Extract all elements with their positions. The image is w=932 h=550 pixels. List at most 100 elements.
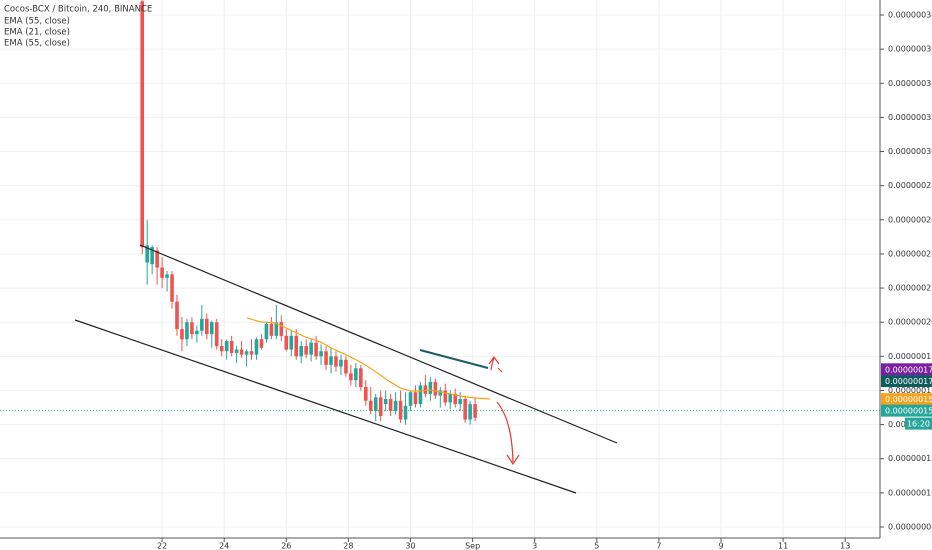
arrow-down — [496, 401, 520, 466]
x-tick-label: 30 — [405, 542, 415, 550]
candle-body — [195, 330, 199, 335]
candle-body — [458, 399, 462, 405]
candle-body — [229, 340, 234, 353]
candle-body — [393, 400, 398, 411]
y-tick-label: 0.00000008 — [888, 523, 932, 532]
candle-body — [428, 381, 433, 394]
candle-body — [344, 359, 348, 374]
candle-body — [339, 359, 343, 367]
candle-body — [438, 390, 443, 396]
candle-body — [314, 342, 318, 357]
y-tick-label: 0.00000026 — [888, 215, 932, 224]
y-tick-label: 0.00000024 — [888, 249, 932, 258]
candle-body — [155, 250, 159, 268]
indicator-label: EMA (21, close) — [4, 28, 70, 38]
candle-body — [279, 322, 284, 336]
y-tick-label: 0.00000016 — [888, 386, 932, 395]
candle-body — [294, 335, 299, 357]
indicator-label: EMA (55, close) — [4, 39, 70, 49]
labels: 0.000000080.000000100.000000120.00000014… — [157, 11, 932, 550]
indicator-label: EMA (55, close) — [4, 17, 70, 27]
y-tick-label: 0.00000032 — [888, 113, 932, 122]
candle-body — [219, 346, 224, 352]
drawings — [74, 244, 618, 494]
candle-body — [205, 318, 209, 335]
candle-body — [289, 335, 294, 350]
candle-body — [284, 335, 289, 350]
candle-body — [359, 368, 363, 388]
candle-body — [354, 368, 358, 381]
candle-body — [234, 349, 239, 353]
candle-body — [398, 400, 403, 420]
candle-body — [160, 267, 164, 278]
x-tick-label: 5 — [594, 542, 599, 550]
trend-line — [74, 319, 577, 494]
candle-body — [453, 393, 458, 405]
candle-body — [259, 339, 264, 348]
marks — [0, 0, 880, 425]
x-tick-label: Sep — [465, 542, 480, 550]
y-tick-label: 0.00000022 — [888, 284, 932, 293]
x-tick-label: 28 — [343, 542, 353, 550]
candle-body — [180, 329, 184, 340]
y-tick-label: 0.00000018 — [888, 352, 932, 361]
candle-body — [170, 274, 174, 302]
price-badge — [881, 393, 932, 406]
trend-line — [139, 244, 618, 444]
price-badge-label: 0.00000017 — [885, 365, 932, 374]
candle-body — [463, 399, 467, 420]
x-tick-label: 26 — [281, 542, 291, 550]
x-tick-label: 13 — [840, 542, 850, 550]
countdown-label: 16:20 — [907, 420, 930, 429]
price-badge — [881, 375, 932, 388]
y-tick-label: 0.00000034 — [888, 79, 932, 88]
x-tick-label: 3 — [532, 542, 537, 550]
candle-body — [418, 385, 423, 405]
x-tick-label: 24 — [219, 542, 229, 550]
candle-body — [413, 392, 418, 405]
x-tick-label: 9 — [718, 542, 723, 550]
grid — [0, 0, 880, 538]
candle-body — [200, 318, 204, 331]
candle-body — [185, 322, 189, 340]
y-tick-label: 0.00000012 — [888, 454, 932, 463]
x-tick-label: 7 — [656, 542, 661, 550]
candle-body — [274, 322, 279, 336]
trend-line — [419, 349, 489, 369]
candle-body — [473, 404, 477, 418]
candle-body — [239, 349, 244, 355]
y-tick-label: 0.00000010 — [888, 488, 932, 497]
chart-title: Cocos-BCX / Bitcoin, 240, BINANCE — [4, 5, 152, 15]
countdown-badge — [905, 417, 932, 430]
candle-body — [224, 340, 229, 352]
candle-body — [388, 399, 393, 411]
price-badge — [881, 363, 932, 376]
price-badge — [881, 404, 932, 417]
candle-body — [249, 351, 254, 355]
candle-body — [373, 397, 378, 411]
candle-body — [150, 247, 154, 265]
candle-body — [378, 397, 383, 417]
candle-body — [264, 323, 269, 340]
candle-body — [145, 245, 149, 263]
ema-line — [246, 317, 491, 400]
candle-body — [140, 1, 145, 248]
y-tick-label: 0.00000028 — [888, 181, 932, 190]
candle-body — [214, 322, 219, 347]
price-badge-label: 0.00000015 — [885, 395, 932, 404]
candle-body — [165, 274, 169, 278]
x-tick-label: 11 — [778, 542, 788, 550]
candle-body — [363, 387, 368, 401]
candle-body — [403, 405, 408, 420]
candle-body — [443, 390, 448, 403]
candle-body — [244, 351, 249, 355]
candle-body — [319, 351, 323, 357]
x-tick-label: 22 — [157, 542, 167, 550]
candle-body — [448, 393, 453, 403]
candle-body — [329, 356, 333, 365]
candle-body — [254, 339, 259, 355]
y-tick-label: 0.00000038 — [888, 11, 932, 20]
y-tick-label: 0.00000030 — [888, 147, 932, 156]
y-tick-label: 0.00000036 — [888, 45, 932, 54]
